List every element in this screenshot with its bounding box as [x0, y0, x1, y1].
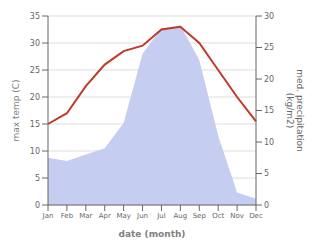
- svg-text:Nov: Nov: [230, 212, 244, 220]
- svg-text:Aug: Aug: [174, 212, 188, 220]
- svg-text:Jun: Jun: [136, 212, 148, 220]
- svg-text:May: May: [116, 212, 130, 220]
- svg-text:20: 20: [264, 75, 274, 84]
- svg-text:15: 15: [264, 106, 274, 115]
- svg-text:Apr: Apr: [99, 212, 111, 220]
- svg-text:35: 35: [30, 12, 40, 21]
- svg-text:Oct: Oct: [212, 212, 224, 220]
- svg-text:25: 25: [30, 66, 40, 75]
- svg-text:25: 25: [264, 43, 274, 52]
- svg-text:0: 0: [35, 201, 40, 210]
- svg-text:10: 10: [30, 147, 40, 156]
- svg-text:0: 0: [264, 201, 269, 210]
- svg-text:15: 15: [30, 120, 40, 129]
- svg-text:30: 30: [264, 12, 274, 21]
- svg-text:30: 30: [30, 39, 40, 48]
- svg-text:Jul: Jul: [156, 212, 166, 220]
- svg-text:5: 5: [35, 174, 40, 183]
- svg-text:Sep: Sep: [193, 212, 207, 220]
- svg-text:date (month): date (month): [119, 229, 186, 239]
- svg-text:Dec: Dec: [249, 212, 263, 220]
- svg-text:Jan: Jan: [42, 212, 54, 220]
- svg-text:max temp (C): max temp (C): [11, 79, 21, 141]
- svg-text:Mar: Mar: [79, 212, 92, 220]
- svg-text:5: 5: [264, 169, 269, 178]
- svg-text:Feb: Feb: [61, 212, 74, 220]
- svg-text:med. precipitation(kg/m2): med. precipitation(kg/m2): [285, 69, 306, 151]
- svg-text:20: 20: [30, 93, 40, 102]
- svg-text:10: 10: [264, 138, 274, 147]
